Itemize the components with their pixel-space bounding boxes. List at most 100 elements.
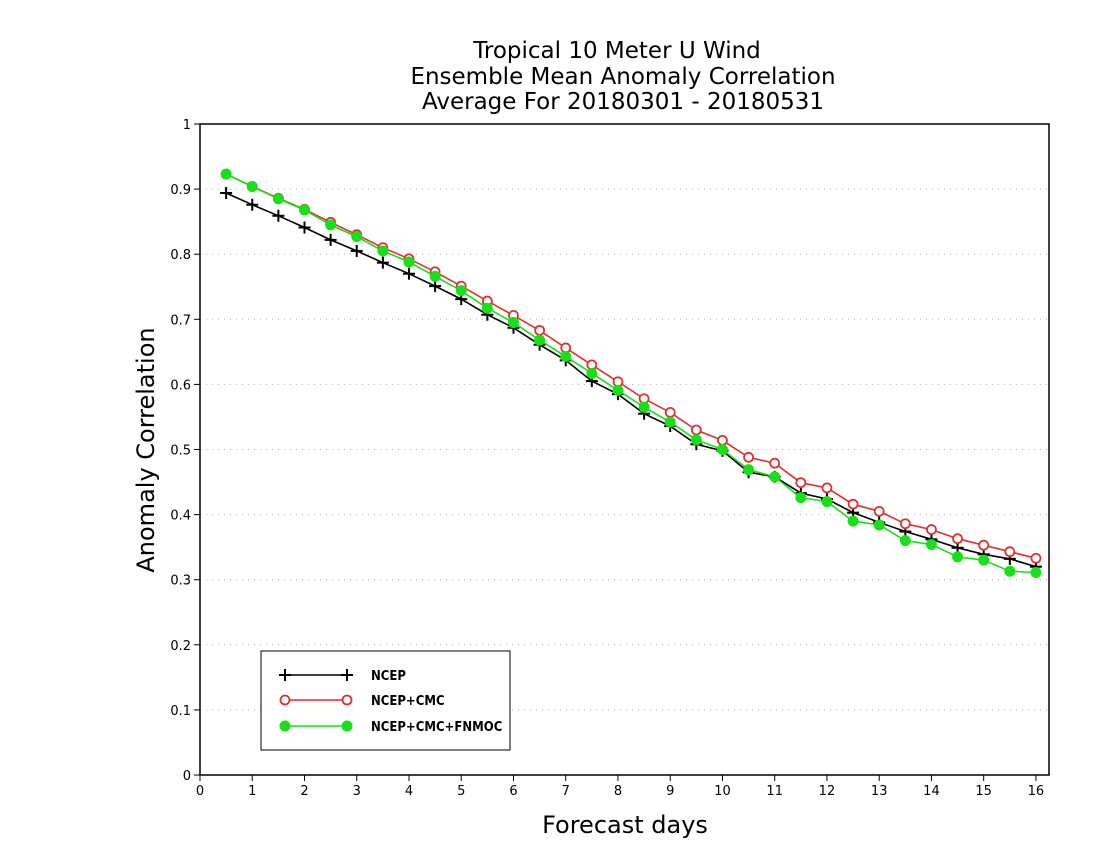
data-point (429, 270, 441, 282)
data-point (377, 245, 389, 257)
x-tick-label: 4 (405, 784, 413, 799)
data-point (560, 350, 572, 362)
data-point (978, 554, 990, 566)
legend-marker-end (341, 694, 353, 706)
series-line (225, 192, 1037, 568)
x-tick-label: 1 (248, 784, 256, 799)
data-point (220, 187, 233, 200)
y-tick-label: 1 (183, 118, 191, 133)
legend-label: NCEP (371, 669, 406, 684)
data-point (507, 317, 519, 329)
x-tick-label: 9 (666, 784, 674, 799)
data-point (1004, 565, 1016, 577)
data-point (690, 434, 702, 446)
data-point (298, 204, 310, 216)
data-point (795, 477, 807, 489)
data-point (899, 518, 911, 530)
y-tick-label: 0.2 (170, 639, 191, 654)
data-point (324, 233, 337, 246)
x-tick-label: 15 (975, 784, 992, 799)
legend-marker-start (279, 694, 291, 706)
data-point (717, 434, 728, 446)
x-tick-label: 10 (714, 784, 731, 799)
x-axis-label: Forecast days (542, 811, 708, 839)
data-point (220, 168, 232, 180)
data-point (534, 324, 545, 336)
data-point (1030, 567, 1042, 579)
data-point (534, 334, 546, 346)
y-tick-label: 0 (183, 769, 191, 784)
x-tick-label: 11 (766, 784, 783, 799)
legend: NCEP NCEP+CMC NCEP+CMC+FNMOC (260, 650, 511, 751)
data-point (821, 482, 833, 494)
data-point (847, 498, 859, 510)
y-tick-label: 0.8 (170, 248, 191, 263)
data-point (664, 406, 676, 418)
series-ncep-cmc-fnmoc (220, 168, 1042, 579)
data-point (1004, 546, 1016, 558)
legend-marker-end (341, 720, 353, 732)
data-point (847, 515, 859, 527)
data-point (586, 367, 598, 379)
chart-title-line-1: Tropical 10 Meter U Wind (472, 38, 761, 64)
legend-marker-start (279, 669, 291, 681)
x-tick-label: 14 (923, 784, 940, 799)
data-point (899, 535, 911, 547)
legend-label: NCEP+CMC+FNMOC (371, 720, 502, 735)
data-point (716, 444, 728, 455)
data-point (272, 209, 285, 222)
data-point (638, 401, 650, 413)
x-tick-label: 8 (614, 784, 622, 799)
x-tick-label: 12 (819, 784, 836, 799)
data-point (246, 180, 258, 192)
y-tick-label: 0.7 (170, 313, 191, 328)
chart-title-line-2: Ensemble Mean Anomaly Correlation (410, 64, 835, 90)
data-point (402, 267, 415, 280)
data-point (298, 221, 311, 234)
x-tick-label: 0 (196, 784, 204, 799)
data-point (926, 524, 937, 535)
data-point (769, 457, 781, 469)
legend-marker-end (341, 669, 353, 681)
data-point (1030, 552, 1042, 564)
x-tick-label: 2 (300, 784, 308, 799)
x-tick-label: 7 (562, 784, 570, 799)
data-point (272, 193, 284, 205)
data-point (351, 231, 363, 243)
data-point (743, 451, 754, 463)
data-point (481, 302, 493, 314)
data-point (925, 539, 937, 551)
data-point (795, 492, 807, 504)
x-tick-label: 5 (457, 784, 465, 799)
y-tick-label: 0.4 (170, 509, 191, 524)
data-point (664, 416, 676, 428)
y-tick-label: 0.3 (170, 574, 191, 589)
data-point (952, 533, 963, 545)
legend-marker-start (279, 720, 291, 732)
y-tick-label: 0.1 (170, 704, 191, 719)
data-point (350, 244, 363, 257)
data-point (743, 464, 755, 476)
legend-label: NCEP+CMC (371, 694, 445, 709)
data-point (978, 539, 990, 551)
data-point (873, 505, 885, 517)
data-point (246, 198, 259, 211)
y-tick-label: 0.5 (170, 444, 191, 459)
x-tick-label: 16 (1028, 784, 1045, 799)
data-point (612, 384, 624, 396)
chart-title-line-3: Average For 20180301 - 20180531 (422, 89, 824, 115)
data-point (455, 285, 467, 297)
axes: 00.10.20.30.40.50.60.70.80.910 1 2 3 4 5 6 7 8 9 1… (170, 118, 1050, 799)
data-point (873, 519, 885, 531)
data-point (690, 424, 702, 436)
x-tick-label: 6 (509, 784, 517, 799)
y-tick-label: 0.9 (170, 183, 191, 198)
y-axis-label: Anomaly Correlation (132, 327, 160, 572)
series-layer (220, 168, 1042, 579)
x-tick-label: 13 (871, 784, 888, 799)
data-point (376, 256, 389, 269)
x-tick-label: 3 (353, 784, 361, 799)
data-point (429, 280, 442, 293)
data-point (403, 256, 415, 268)
